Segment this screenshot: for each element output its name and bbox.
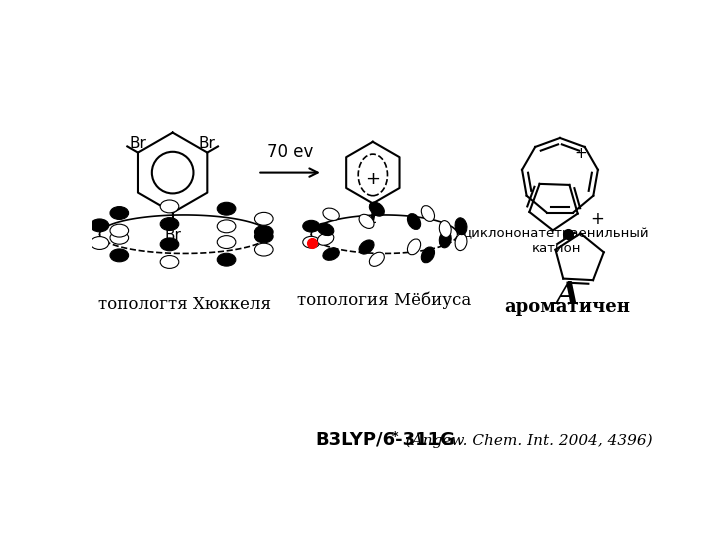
Ellipse shape bbox=[323, 208, 339, 220]
Ellipse shape bbox=[303, 237, 320, 248]
Ellipse shape bbox=[254, 212, 273, 225]
Ellipse shape bbox=[439, 221, 451, 238]
Text: ароматичен: ароматичен bbox=[505, 298, 631, 316]
Text: топологтя Хюккеля: топологтя Хюккеля bbox=[98, 296, 271, 313]
Ellipse shape bbox=[254, 226, 273, 239]
Ellipse shape bbox=[408, 214, 420, 230]
Text: 70 ev: 70 ev bbox=[266, 143, 313, 161]
Text: A: A bbox=[556, 280, 580, 312]
Ellipse shape bbox=[359, 214, 374, 228]
Ellipse shape bbox=[369, 252, 384, 266]
Text: +: + bbox=[590, 210, 604, 228]
Text: +: + bbox=[575, 146, 588, 161]
Ellipse shape bbox=[408, 239, 420, 255]
Ellipse shape bbox=[110, 231, 129, 244]
Ellipse shape bbox=[90, 237, 109, 249]
Text: топология Мёбиуса: топология Мёбиуса bbox=[297, 292, 472, 309]
Ellipse shape bbox=[90, 219, 109, 232]
Ellipse shape bbox=[455, 218, 467, 234]
Ellipse shape bbox=[110, 249, 129, 262]
Ellipse shape bbox=[323, 248, 339, 260]
Text: +: + bbox=[365, 170, 380, 188]
Ellipse shape bbox=[217, 253, 236, 266]
Text: B3LYP/6-311G: B3LYP/6-311G bbox=[315, 430, 455, 448]
Ellipse shape bbox=[439, 231, 451, 248]
Text: (Angew. Chem. Int. 2004, 4396): (Angew. Chem. Int. 2004, 4396) bbox=[396, 434, 652, 448]
Ellipse shape bbox=[254, 230, 273, 243]
Text: Br: Br bbox=[164, 228, 181, 243]
Ellipse shape bbox=[369, 202, 384, 216]
Text: *: * bbox=[392, 430, 399, 443]
Text: I: I bbox=[368, 206, 378, 228]
Ellipse shape bbox=[303, 220, 320, 232]
Ellipse shape bbox=[359, 240, 374, 254]
Ellipse shape bbox=[160, 218, 179, 231]
Ellipse shape bbox=[318, 233, 334, 245]
Text: циклононатетраенильный
катион: циклононатетраенильный катион bbox=[463, 226, 649, 254]
Text: Br: Br bbox=[130, 136, 147, 151]
Ellipse shape bbox=[217, 202, 236, 215]
Ellipse shape bbox=[421, 247, 434, 263]
Ellipse shape bbox=[110, 207, 129, 219]
Ellipse shape bbox=[217, 235, 236, 248]
Ellipse shape bbox=[217, 220, 236, 233]
Ellipse shape bbox=[160, 255, 179, 268]
Ellipse shape bbox=[110, 224, 129, 237]
Ellipse shape bbox=[421, 206, 434, 221]
Ellipse shape bbox=[254, 243, 273, 256]
Text: Br: Br bbox=[199, 136, 216, 151]
Ellipse shape bbox=[318, 223, 334, 235]
Ellipse shape bbox=[160, 238, 179, 251]
Ellipse shape bbox=[455, 234, 467, 251]
Ellipse shape bbox=[160, 200, 179, 213]
